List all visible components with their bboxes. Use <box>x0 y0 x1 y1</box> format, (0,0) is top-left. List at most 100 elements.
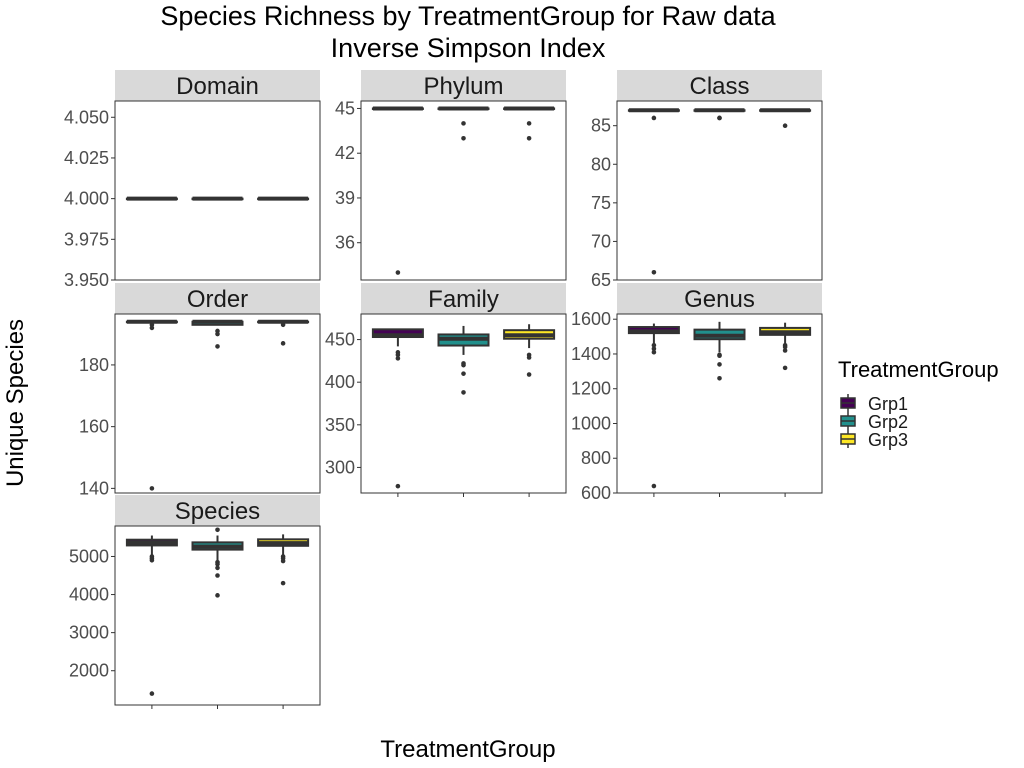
facet-strip <box>361 70 566 101</box>
outlier-point <box>280 322 286 328</box>
facet-strip-label: Family <box>428 286 499 313</box>
facet-strip <box>115 495 320 526</box>
box-grp1 <box>125 535 178 696</box>
panel-border <box>114 525 321 706</box>
y-tick-label: 3.950 <box>64 270 109 290</box>
facet-strip <box>115 70 320 101</box>
box-grp3 <box>759 108 812 128</box>
outlier-point <box>215 565 220 571</box>
outlier-point <box>651 269 657 275</box>
y-tick-label: 350 <box>325 415 355 435</box>
outlier-point <box>215 331 220 337</box>
box-grp2 <box>191 196 244 201</box>
y-tick-label: 160 <box>79 417 109 437</box>
outlier-point <box>782 344 788 350</box>
facet-strip <box>361 283 566 314</box>
panel-border <box>616 100 823 281</box>
box-grp1 <box>125 196 178 201</box>
y-tick-label: 42 <box>335 143 355 163</box>
outlier-point <box>782 348 788 353</box>
box-grp1 <box>627 108 680 275</box>
y-tick-label: 4.025 <box>64 148 109 168</box>
outlier-point <box>782 365 788 371</box>
box-grp2 <box>693 321 746 381</box>
legend-title: TreatmentGroup <box>838 357 999 382</box>
facet-panels: Domain 3.950 3.975 4.000 4.025 4.050 Phylum 36 3… <box>64 70 823 709</box>
outlier-point <box>215 527 220 533</box>
box-grp2 <box>191 527 244 598</box>
outlier-point <box>280 341 286 346</box>
facet-panel-domain: Domain 3.950 3.975 4.000 4.025 4.050 <box>64 70 321 290</box>
legend-item-grp2: Grp2 <box>840 412 908 432</box>
outlier-point <box>717 353 722 359</box>
outlier-point <box>461 362 466 368</box>
panel-border <box>114 313 321 494</box>
facet-panel-phylum: Phylum 36 39 42 45 <box>335 70 567 281</box>
y-tick-label: 4.000 <box>64 189 109 209</box>
y-tick-label: 1400 <box>571 344 611 364</box>
y-tick-label: 45 <box>335 98 355 118</box>
outlier-point <box>526 355 532 360</box>
box-grp3 <box>503 324 556 377</box>
legend-item-grp1: Grp1 <box>840 394 908 414</box>
outlier-point <box>717 362 722 367</box>
panel-border <box>114 100 321 281</box>
outlier-point <box>215 561 220 567</box>
facet-panel-family: Family 300 350 400 450 <box>325 283 567 497</box>
outlier-point <box>717 115 722 121</box>
facet-panel-class: Class 65 70 75 80 85 <box>591 70 823 290</box>
y-tick-label: 65 <box>591 270 611 290</box>
facet-strip-label: Class <box>689 73 749 100</box>
box-grp1 <box>125 319 178 491</box>
y-tick-label: 70 <box>591 231 611 251</box>
box-grp3 <box>257 196 310 201</box>
box-grp2 <box>693 108 746 121</box>
facet-strip-label: Domain <box>176 73 259 100</box>
outlier-point <box>395 352 401 358</box>
outlier-point <box>215 344 220 349</box>
outlier-point <box>149 325 155 331</box>
outlier-point <box>526 372 532 377</box>
outlier-point <box>461 390 466 395</box>
box-grp3 <box>257 534 310 586</box>
legend-item-label: Grp1 <box>868 394 908 414</box>
outlier-point <box>651 483 657 489</box>
outlier-point <box>280 558 286 564</box>
y-tick-label: 75 <box>591 193 611 213</box>
facet-strip <box>617 283 822 314</box>
legend-item-label: Grp3 <box>868 430 908 450</box>
outlier-point <box>461 135 466 141</box>
y-tick-label: 3000 <box>69 623 109 643</box>
y-tick-label: 80 <box>591 154 611 174</box>
outlier-point <box>461 371 466 376</box>
y-tick-label: 3.975 <box>64 229 109 249</box>
outlier-point <box>526 135 532 141</box>
y-tick-label: 1200 <box>571 379 611 399</box>
outlier-point <box>395 356 401 361</box>
y-tick-label: 1000 <box>571 413 611 433</box>
outlier-point <box>651 115 657 121</box>
y-tick-label: 4000 <box>69 585 109 605</box>
outlier-point <box>280 580 286 586</box>
outlier-point <box>717 376 722 381</box>
box-grp2 <box>437 106 490 141</box>
y-tick-label: 85 <box>591 116 611 136</box>
outlier-point <box>215 593 220 598</box>
panel-border <box>616 313 823 494</box>
y-tick-label: 300 <box>325 457 355 477</box>
y-tick-label: 450 <box>325 330 355 350</box>
outlier-point <box>651 342 657 348</box>
outlier-point <box>215 573 220 578</box>
y-tick-label: 36 <box>335 233 355 253</box>
outlier-point <box>395 270 401 275</box>
y-tick-label: 140 <box>79 478 109 498</box>
facet-panel-species: Species 2000 3000 4000 5000 <box>69 495 321 709</box>
outlier-point <box>651 346 657 352</box>
facet-strip <box>617 70 822 101</box>
outlier-point <box>149 486 155 491</box>
facet-strip-label: Genus <box>684 286 755 313</box>
panel-border <box>360 313 567 494</box>
box-grp3 <box>503 106 556 141</box>
y-tick-label: 5000 <box>69 546 109 566</box>
